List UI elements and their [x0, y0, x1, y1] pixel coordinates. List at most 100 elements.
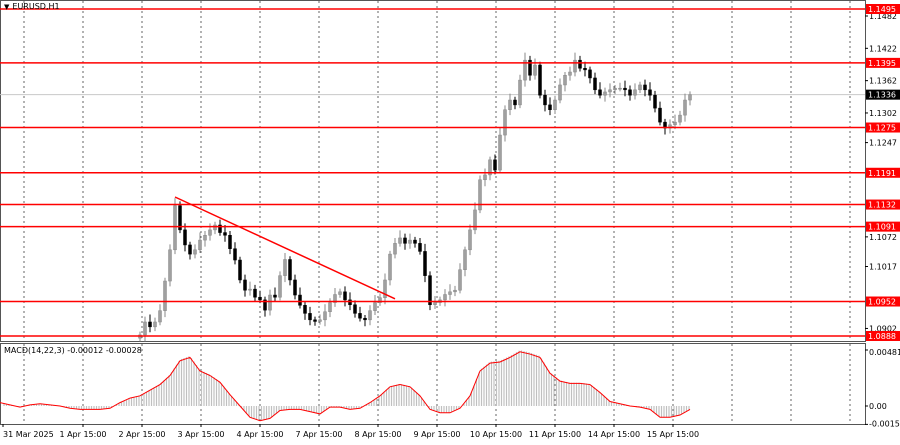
candle [573, 59, 577, 73]
symbol-title: EURUSD,H1 [12, 2, 60, 11]
candle [563, 75, 567, 86]
macd-label: MACD(14,22,3) -0.00012 -0.00028 [4, 346, 142, 355]
candle [623, 87, 627, 91]
candle [393, 243, 397, 255]
candle [433, 302, 437, 305]
time-label: 4 Apr 15:00 [236, 430, 283, 439]
candle [603, 91, 607, 96]
price-tick-label: 1.1302 [869, 109, 897, 118]
candle [558, 84, 562, 101]
level-label: 1.1495 [868, 5, 896, 14]
macd-panel-frame [0, 343, 866, 425]
candle [478, 179, 482, 211]
candle [463, 249, 467, 270]
level-label: 1.1395 [868, 59, 896, 68]
candle [143, 321, 147, 336]
candle [213, 224, 217, 231]
candle [173, 205, 177, 251]
candle [533, 64, 537, 76]
candle [358, 313, 362, 319]
level-label: 1.1132 [868, 201, 896, 210]
candle [233, 248, 237, 261]
candle [473, 209, 477, 231]
candle [363, 317, 367, 321]
candle [373, 302, 377, 311]
candle [408, 239, 412, 244]
candle [218, 224, 222, 233]
candle [283, 259, 287, 276]
candle [178, 205, 182, 231]
time-label: 7 Apr 15:00 [295, 430, 342, 439]
macd-tick-label: 0.00 [869, 402, 887, 411]
candle [568, 71, 572, 76]
time-label: 2 Apr 15:00 [118, 430, 165, 439]
candle [423, 251, 427, 276]
candle [588, 69, 592, 79]
candle [323, 311, 327, 321]
chart-title: ▼ EURUSD,H1 [4, 2, 60, 11]
candle [223, 232, 227, 236]
candle [538, 64, 542, 96]
candle [583, 68, 587, 71]
candle [278, 275, 282, 298]
candle [503, 109, 507, 136]
level-label-bg [866, 221, 900, 232]
candle [553, 99, 557, 110]
candle [608, 89, 612, 93]
candle [353, 304, 357, 314]
candle [313, 319, 317, 322]
candle [493, 159, 497, 171]
candle [643, 84, 647, 91]
candle [163, 280, 167, 311]
candle [618, 87, 622, 90]
candle [388, 253, 392, 281]
price-tick-label: 1.1017 [869, 262, 897, 271]
candle [398, 237, 402, 244]
candle [268, 294, 272, 311]
candle [673, 121, 677, 126]
price-tick-label: 1.1362 [869, 77, 897, 86]
candle [678, 114, 682, 123]
candle [328, 302, 332, 312]
macd-signal-line [0, 351, 691, 422]
time-label: 3 Apr 15:00 [177, 430, 224, 439]
candle [158, 310, 162, 323]
candle [253, 288, 257, 298]
candle [413, 239, 417, 244]
candle [203, 235, 207, 241]
candle [628, 89, 632, 96]
candle [258, 296, 262, 301]
level-label: 1.1191 [868, 169, 896, 178]
candle [528, 59, 532, 76]
candle [208, 229, 212, 236]
candle [688, 94, 692, 101]
candle [298, 294, 302, 306]
candle [518, 79, 522, 106]
level-label-bg [866, 167, 900, 178]
candle [153, 321, 157, 328]
candle [368, 310, 372, 321]
candle [648, 89, 652, 96]
price-tick-label: 1.1482 [869, 12, 897, 21]
candle [303, 305, 307, 314]
candle [293, 279, 297, 296]
candle [523, 59, 527, 81]
candle [578, 59, 582, 69]
macd-tick-label: -0.00158 [869, 419, 900, 428]
level-label-bg [866, 330, 900, 341]
time-label: 8 Apr 15:00 [354, 430, 401, 439]
current-price-label-bg [866, 89, 900, 100]
candle [658, 107, 662, 123]
level-label-bg [866, 122, 900, 133]
candle [458, 269, 462, 291]
candle [508, 99, 512, 110]
candle [338, 291, 342, 295]
candle [483, 174, 487, 181]
candle [638, 84, 642, 91]
triangle-down-icon[interactable]: ▼ [4, 2, 10, 11]
level-label-bg [866, 296, 900, 307]
candle [683, 99, 687, 116]
candle [348, 299, 352, 305]
